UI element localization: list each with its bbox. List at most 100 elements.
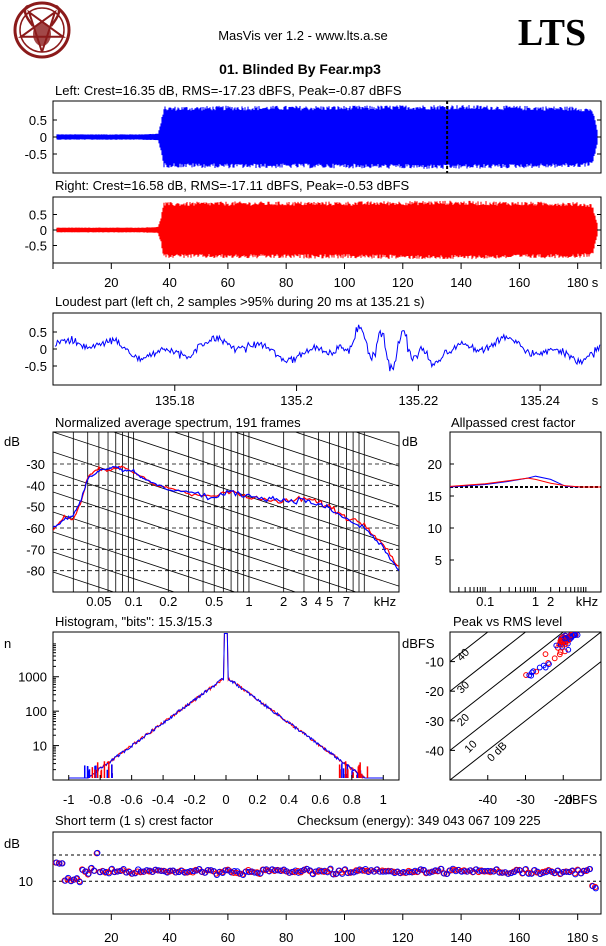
- ytick-label: 0.5: [29, 113, 47, 128]
- crest-point-left: [586, 865, 594, 873]
- crest-point-left: [76, 879, 83, 886]
- crest-point-left: [94, 849, 101, 857]
- loudest-part-title: Loudest part (left ch, 2 samples >95% du…: [55, 294, 425, 309]
- right-channel-title: Right: Crest=16.58 dB, RMS=-17.11 dBFS, …: [55, 178, 410, 193]
- crest-point-left: [513, 867, 521, 874]
- xtick-label: 5: [326, 594, 333, 609]
- xtick-label: 140: [450, 275, 472, 290]
- ytick-label: -0.5: [25, 147, 47, 162]
- crest-plot: 10 20 40 60 80 100 120 140 160 180 s: [19, 831, 602, 945]
- spectrum-slope-line: [53, 471, 399, 587]
- spectrum-slope-line: [112, 432, 399, 527]
- spectrum-title: Normalized average spectrum, 191 frames: [55, 415, 301, 430]
- crest-point-left: [102, 868, 110, 876]
- peakrms-title: Peak vs RMS level: [453, 614, 562, 629]
- crest-point-right: [186, 868, 194, 875]
- spectrum-grid: [53, 432, 399, 592]
- xtick-label: 3: [300, 594, 307, 609]
- xtick-label: 180: [567, 275, 589, 290]
- xtick-label: 40: [162, 275, 176, 290]
- xtick-label: 2: [547, 594, 554, 609]
- xtick-label: -0.8: [89, 792, 111, 807]
- peakrms-point: [530, 668, 537, 675]
- xtick-label: 1: [245, 594, 252, 609]
- plot-frame: [449, 431, 602, 593]
- crest-point-right: [256, 870, 264, 878]
- xtick-label: 0.2: [248, 792, 266, 807]
- ytick-label: -0.5: [25, 359, 47, 374]
- xtick-label: s: [592, 275, 599, 290]
- crest-point-left: [59, 860, 66, 867]
- crest-point-left: [330, 871, 337, 878]
- crest-ylabel: dB: [4, 836, 20, 851]
- xtick-label: 20: [104, 930, 118, 945]
- ytick-label: 0: [40, 223, 47, 238]
- crest-diagonal: [450, 632, 565, 722]
- ytick-label: -10: [425, 655, 444, 670]
- xtick-label: 135.24: [520, 393, 560, 408]
- histogram-series: [68, 633, 383, 779]
- xtick-label: -30: [516, 792, 535, 807]
- allpassed-plot: 20 15 10 5 0.1 1 2 kHz: [428, 431, 602, 609]
- ytick-label: -80: [26, 564, 45, 579]
- xtick-label: 160: [509, 275, 531, 290]
- loudest-waveform: [54, 324, 601, 372]
- ytick-label: -30: [425, 714, 444, 729]
- xtick-label: 40: [162, 930, 176, 945]
- xtick-label: -0.2: [183, 792, 205, 807]
- peakrms-point: [553, 642, 560, 649]
- peakrms-point: [565, 646, 572, 653]
- xtick-label: 1: [532, 594, 539, 609]
- crest-point-left: [327, 865, 334, 872]
- histogram-title: Histogram, "bits": 15.3/15.3: [55, 614, 212, 629]
- xtick-label: 120: [392, 275, 414, 290]
- crest-point-right: [166, 868, 173, 875]
- xtick-label: 80: [279, 930, 293, 945]
- crest-point-right: [181, 868, 188, 876]
- spectrum-slope-line: [233, 432, 399, 487]
- xtick-label: s: [592, 930, 599, 945]
- ytick-label: 0.5: [29, 208, 47, 223]
- allpassed-series: [449, 477, 601, 488]
- xtick-label: 60: [221, 275, 235, 290]
- crest-point-left: [441, 870, 448, 877]
- xtick-label: 135.2: [280, 393, 313, 408]
- peakrms-point: [562, 641, 569, 648]
- checksum: Checksum (energy): 349 043 067 109 225: [297, 813, 541, 828]
- xtick-label: 100: [334, 275, 356, 290]
- crest-point-right: [545, 867, 552, 874]
- crest-point-left: [167, 867, 174, 874]
- ytick-label: 1000: [18, 670, 47, 685]
- spectrum-slope-line: [53, 491, 358, 592]
- xtick-label: 20: [104, 275, 118, 290]
- histogram-ylabel: n: [4, 636, 11, 651]
- crest-point-left: [592, 885, 599, 892]
- xtick-label: 0.8: [343, 792, 361, 807]
- peakrms-point: [542, 651, 549, 658]
- peakrms-point: [540, 662, 547, 669]
- crest-diagonal: [450, 632, 601, 752]
- xtick-label: 135.18: [155, 393, 195, 408]
- xtick-label: -20: [554, 792, 573, 807]
- xtick-label: 135.22: [398, 393, 438, 408]
- lts-pentagram-logo: [13, 1, 71, 59]
- xtick-label: 0.1: [476, 594, 494, 609]
- spectrum-plot: -30 -40 -50 -60 -70 -80 0.05 0.1 0.2 0.5 1 2 3 4 5 7 kHz: [26, 431, 400, 609]
- spectrum-slope-line: [53, 571, 115, 592]
- allpassed-title: Allpassed crest factor: [451, 415, 576, 430]
- left-waveform-plot: 0.5 0 -0.5: [25, 100, 602, 174]
- crest-point-right: [431, 867, 438, 875]
- spectrum-slope-line: [53, 531, 237, 592]
- peakrms-point: [526, 672, 533, 679]
- xtick-label: -40: [478, 792, 497, 807]
- histogram-plot: 1000 100 10 -1 -0.8 -0.6 -0.4 -0.2 0 0.2 0.4 0.6 0.8…: [18, 631, 400, 807]
- crest-point-right: [192, 866, 199, 874]
- ytick-label: -40: [425, 743, 444, 758]
- crest-point-right: [146, 868, 153, 875]
- crest-point-right: [271, 867, 278, 875]
- crest-point-left: [581, 867, 588, 875]
- peakrms-point: [556, 641, 563, 648]
- xtick-label: 0.5: [205, 594, 223, 609]
- spectrum-series: [53, 465, 399, 572]
